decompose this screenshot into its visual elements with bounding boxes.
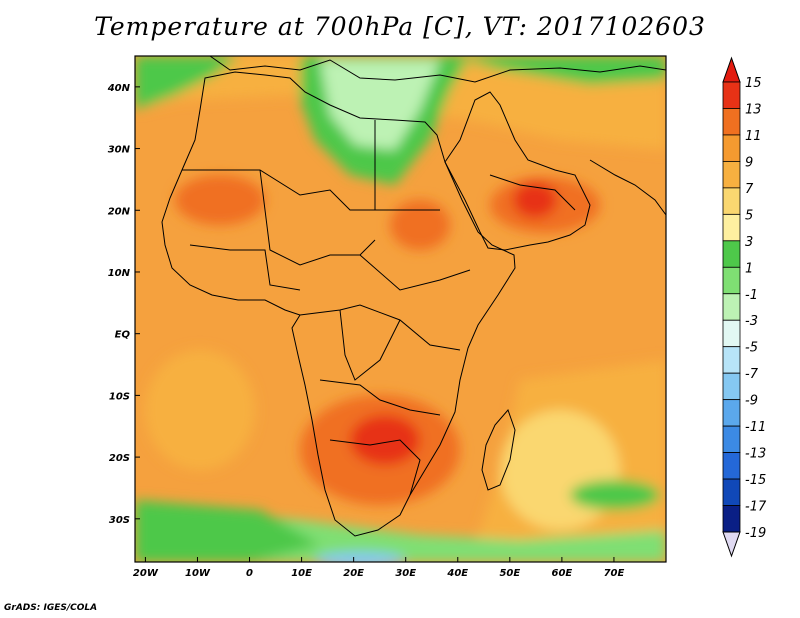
india-coastline xyxy=(589,159,666,216)
lon-tick-label: 30E xyxy=(395,568,416,579)
map-title: Temperature at 700hPa [C], VT: 201710260… xyxy=(94,12,706,41)
colorbar-swatch xyxy=(722,319,741,348)
colorbar-level-label: -17 xyxy=(745,500,767,515)
colorbar-level-label: 13 xyxy=(745,102,762,117)
colorbar-swatch xyxy=(722,108,741,136)
lat-tick-label: 20N xyxy=(108,206,131,217)
lat-tick-label: 20S xyxy=(109,453,130,464)
border-central xyxy=(299,304,461,351)
temperature-field xyxy=(135,56,666,562)
colorbar-level-label: -3 xyxy=(745,314,758,329)
colorbar-swatch xyxy=(722,81,741,109)
lon-tick-label: 20W xyxy=(133,568,159,579)
border-sahara-west xyxy=(182,169,375,211)
colorbar-level-label: -7 xyxy=(745,367,759,382)
colorbar-level-label: -15 xyxy=(745,473,766,488)
colorbar-swatch xyxy=(722,346,741,374)
colorbar-swatch xyxy=(722,425,741,453)
lon-tick-label: 0 xyxy=(246,568,253,579)
field-sahara-warm xyxy=(175,175,265,225)
lon-tick-label: 10W xyxy=(185,568,211,579)
colorbar-swatch xyxy=(722,293,741,321)
colorbar-level-label: 5 xyxy=(745,208,753,223)
colorbar-level-label: -11 xyxy=(745,420,766,435)
colorbar-level-label: 11 xyxy=(745,129,762,144)
colorbar-level-label: -5 xyxy=(745,341,758,356)
colorbar-swatch xyxy=(722,478,741,506)
colorbar-swatch xyxy=(722,187,741,215)
field-atlantic-mild xyxy=(145,350,255,470)
colorbar-level-label: 1 xyxy=(745,261,753,276)
border-egypt xyxy=(374,120,440,211)
longitude-ticks: 20W 10W 0 10E 20E 30E 40E 50E 60E 70E xyxy=(133,557,625,579)
lon-tick-label: 40E xyxy=(446,568,468,579)
colorbar-bottom-cap xyxy=(722,531,741,558)
colorbar-swatch xyxy=(722,134,741,162)
africa-coastline xyxy=(161,71,516,537)
field-indian-ocean-yellow xyxy=(500,410,620,530)
border-west-africa xyxy=(189,244,301,291)
lat-tick-label: 10S xyxy=(109,391,130,402)
field-northeast-cool xyxy=(450,56,666,85)
field-southwest-green xyxy=(135,500,320,562)
colorbar-swatch xyxy=(722,266,741,295)
colorbar-level-label: 3 xyxy=(745,235,753,250)
colorbar-level-label: -9 xyxy=(745,394,758,409)
colorbar: 15 13 11 9 7 5 3 1 -1 -3 -5 -7 -9 -11 -13 -15 -17 -19 xyxy=(722,56,767,558)
border-arabia xyxy=(489,174,576,211)
lat-tick-label: 30N xyxy=(108,145,131,156)
field-south-blue xyxy=(315,552,405,562)
border-south xyxy=(319,379,441,416)
field-mediterranean-core xyxy=(320,60,440,150)
colorbar-level-label: 9 xyxy=(745,155,753,170)
colorbar-level-label: -13 xyxy=(745,447,766,462)
map-frame xyxy=(134,55,667,563)
latitude-ticks: 40N 30N 20N 10N EQ 10S 20S 30S xyxy=(107,83,140,526)
madagascar-coastline xyxy=(481,409,516,491)
arabia-coastline xyxy=(444,91,591,251)
lat-tick-label: 40N xyxy=(107,83,131,94)
field-southern-africa-hot xyxy=(350,415,420,465)
lon-tick-label: 60E xyxy=(552,568,573,579)
colorbar-level-label: 15 xyxy=(745,76,762,91)
lon-tick-label: 20E xyxy=(343,568,364,579)
field-indian-ocean-green xyxy=(570,480,660,510)
colorbar-swatch xyxy=(722,399,741,427)
colorbar-swatch xyxy=(722,161,741,189)
credit-text: GrADS: IGES/COLA xyxy=(4,603,98,613)
field-northwest-cool xyxy=(135,56,240,110)
colorbar-top-cap xyxy=(722,56,741,83)
border-congo xyxy=(339,309,401,381)
border-southern xyxy=(329,439,421,496)
lat-tick-label: 30S xyxy=(109,515,130,526)
colorbar-level-label: 7 xyxy=(745,182,754,197)
colorbar-swatch xyxy=(722,240,741,268)
border-sudan xyxy=(359,254,471,291)
europe-coastline xyxy=(209,56,666,83)
colorbar-swatch xyxy=(722,213,741,242)
colorbar-swatch xyxy=(722,505,741,533)
coastlines-and-borders xyxy=(161,56,666,537)
field-arabia-hot xyxy=(513,182,557,218)
field-sudan-warm xyxy=(390,200,450,250)
lon-tick-label: 70E xyxy=(604,568,625,579)
lat-tick-label: EQ xyxy=(115,330,131,341)
colorbar-level-label: -1 xyxy=(745,288,758,303)
colorbar-swatch xyxy=(722,372,741,401)
colorbar-swatch xyxy=(722,452,741,480)
colorbar-level-label: -19 xyxy=(745,526,766,541)
lat-tick-label: 10N xyxy=(108,268,131,279)
lon-tick-label: 10E xyxy=(291,568,312,579)
lon-tick-label: 50E xyxy=(499,568,520,579)
